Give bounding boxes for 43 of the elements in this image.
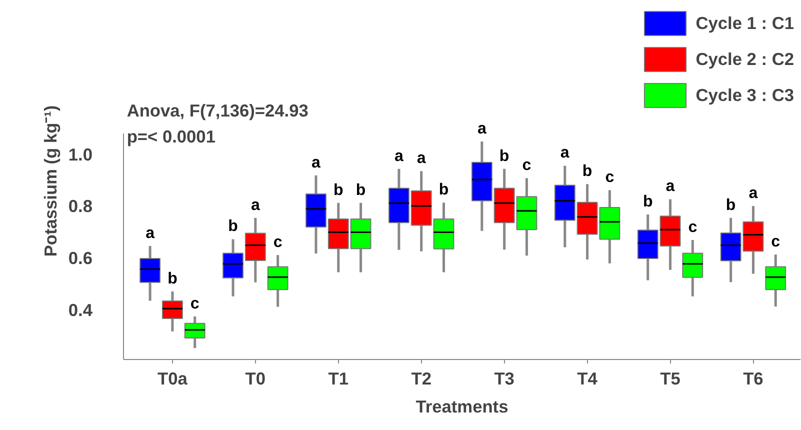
text: a bbox=[394, 148, 404, 165]
text: c bbox=[273, 234, 282, 252]
text: c bbox=[605, 169, 614, 186]
text: a bbox=[666, 178, 675, 196]
x-tick-label: T0 bbox=[245, 368, 266, 388]
legend-label: Cycle 1 : C1 bbox=[696, 12, 794, 34]
text: c bbox=[522, 157, 532, 174]
x-tick-label: T3 bbox=[494, 368, 515, 388]
text: a bbox=[146, 224, 155, 242]
x-tick-label: T6 bbox=[743, 368, 764, 388]
text: c bbox=[190, 295, 200, 312]
text: a bbox=[560, 144, 570, 162]
text: c bbox=[771, 234, 780, 251]
x-axis-title: Treatments bbox=[416, 396, 508, 416]
text: b bbox=[228, 218, 238, 236]
text: a bbox=[312, 154, 320, 172]
text: b bbox=[582, 163, 592, 180]
legend-label: Cycle 3 : C3 bbox=[696, 84, 794, 106]
y-tick-label: 0.4 bbox=[68, 300, 93, 320]
text: Anova, F(7,136)=24.93 bbox=[126, 100, 309, 120]
legend-label: Cycle 2 : C2 bbox=[696, 48, 794, 70]
text: b bbox=[168, 270, 178, 288]
x-tick-label: T5 bbox=[660, 368, 681, 388]
text: b bbox=[726, 196, 736, 214]
text: b bbox=[642, 194, 653, 211]
text: a bbox=[477, 120, 486, 138]
x-tick-label: T0a bbox=[158, 368, 188, 388]
y-axis-title: Potassium (g kg⁻¹) bbox=[40, 105, 60, 257]
y-tick-label: 1.0 bbox=[68, 144, 93, 164]
text: b bbox=[356, 182, 366, 199]
text: b bbox=[333, 182, 344, 199]
text: c bbox=[688, 219, 698, 236]
x-tick-label: T4 bbox=[577, 368, 598, 388]
x-tick-label: T1 bbox=[328, 368, 349, 388]
y-tick-label: 0.8 bbox=[68, 196, 93, 216]
text: a bbox=[250, 196, 260, 214]
text: a bbox=[416, 150, 426, 168]
x-tick-label: T2 bbox=[411, 368, 432, 388]
text: b bbox=[499, 148, 510, 165]
text: a bbox=[748, 184, 758, 202]
y-tick-label: 0.6 bbox=[68, 248, 93, 268]
annotation: p=< 0.0001 bbox=[126, 126, 216, 146]
text: b bbox=[438, 182, 449, 199]
